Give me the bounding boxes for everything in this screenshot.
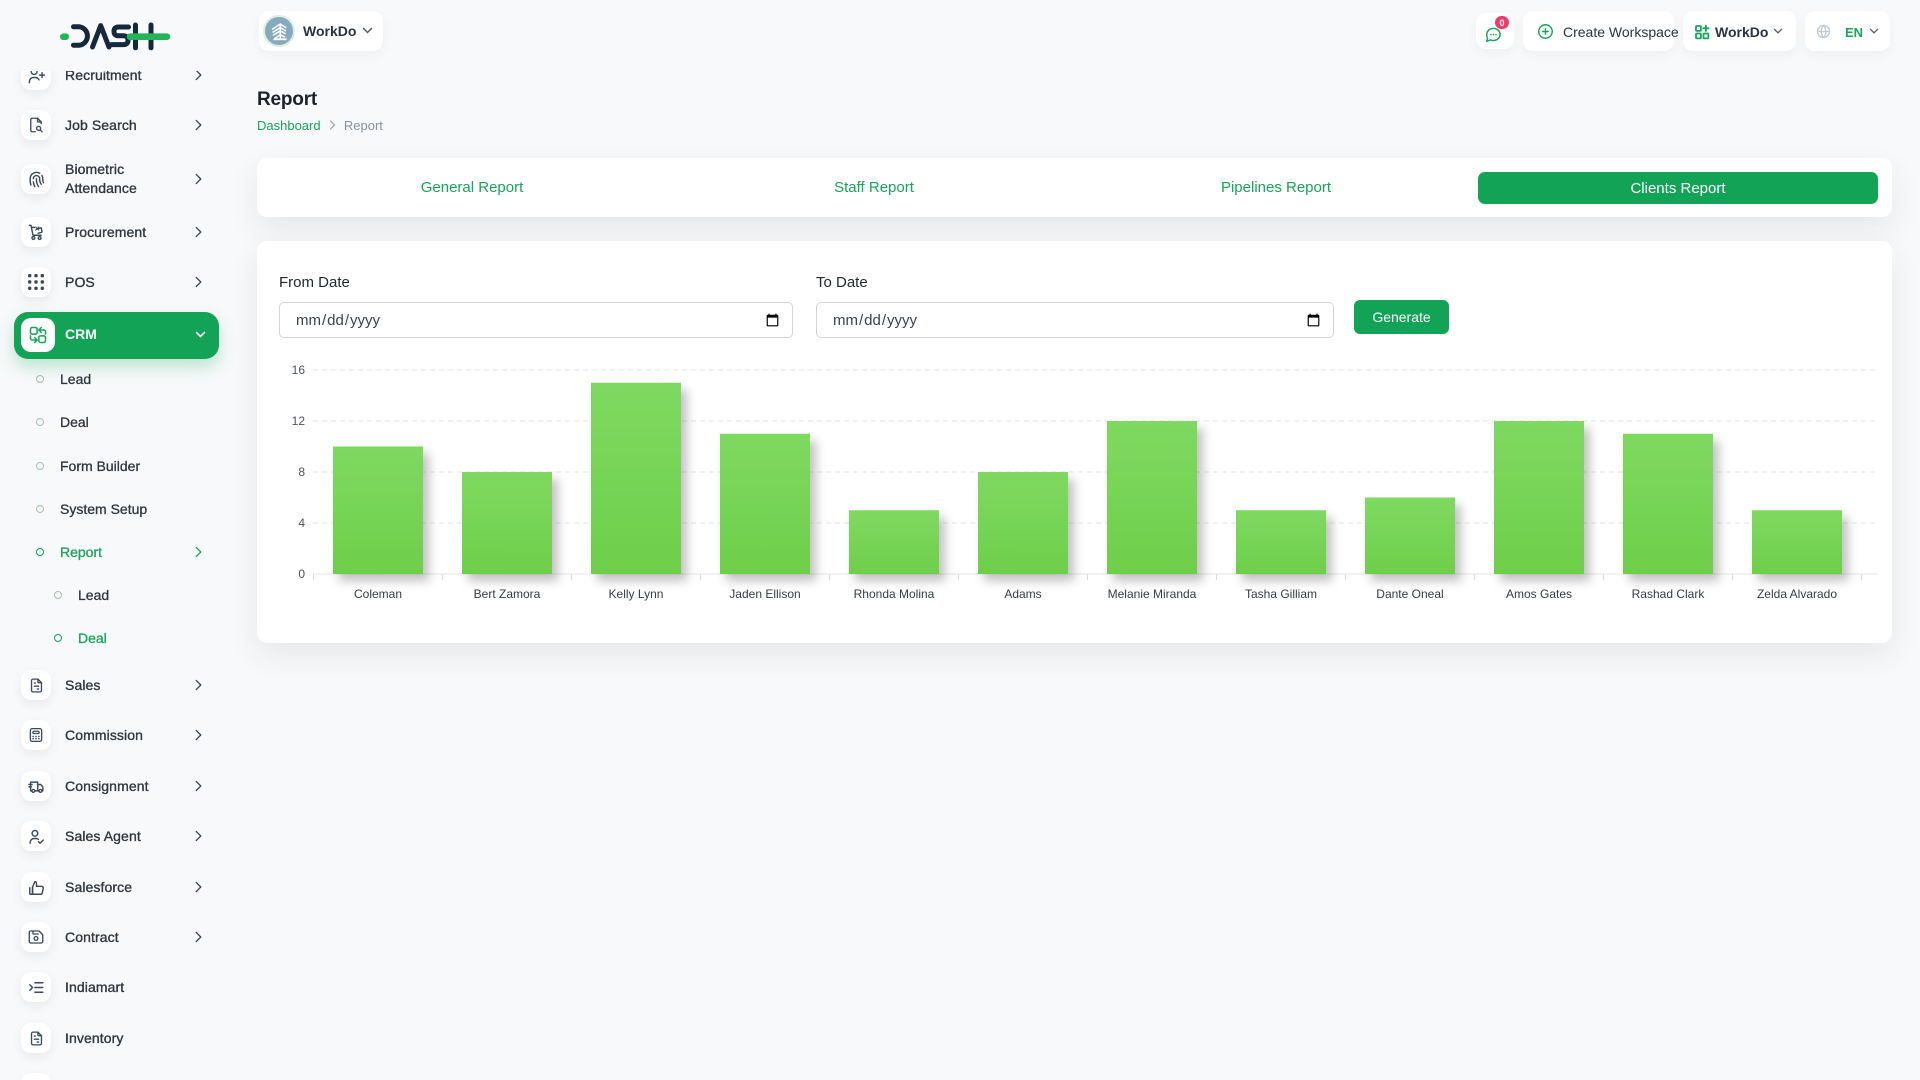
svg-text:Zelda Alvarado: Zelda Alvarado: [1757, 587, 1837, 601]
svg-text:Amos Gates: Amos Gates: [1506, 587, 1572, 601]
svg-text:Dante Oneal: Dante Oneal: [1376, 587, 1443, 601]
svg-text:Bert Zamora: Bert Zamora: [474, 587, 541, 601]
svg-text:8: 8: [298, 465, 305, 479]
svg-text:4: 4: [298, 516, 305, 530]
svg-text:Coleman: Coleman: [354, 587, 402, 601]
svg-text:Melanie Miranda: Melanie Miranda: [1108, 587, 1197, 601]
svg-text:Kelly Lynn: Kelly Lynn: [609, 587, 664, 601]
svg-text:16: 16: [292, 363, 306, 377]
svg-text:0: 0: [298, 567, 305, 581]
svg-text:Adams: Adams: [1004, 587, 1041, 601]
svg-text:12: 12: [292, 414, 306, 428]
svg-text:Rashad Clark: Rashad Clark: [1632, 587, 1706, 601]
svg-text:Jaden Ellison: Jaden Ellison: [729, 587, 800, 601]
svg-text:Rhonda Molina: Rhonda Molina: [854, 587, 935, 601]
svg-text:Tasha Gilliam: Tasha Gilliam: [1245, 587, 1317, 601]
